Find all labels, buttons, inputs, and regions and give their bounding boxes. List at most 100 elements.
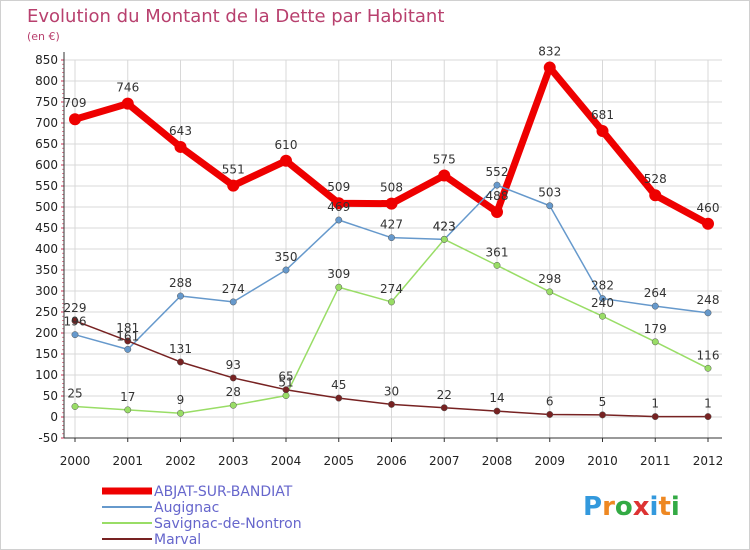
- data-point: [282, 266, 290, 274]
- x-tick-label: 2004: [271, 454, 302, 468]
- data-label: 460: [697, 201, 720, 215]
- data-point: [651, 302, 659, 310]
- proxiti-logo: Proxiti: [583, 492, 680, 522]
- data-label: 423: [433, 219, 456, 233]
- data-label: 274: [222, 282, 245, 296]
- data-label: 469: [327, 200, 350, 214]
- y-tick-label: 700: [35, 116, 58, 130]
- x-tick-label: 2002: [165, 454, 196, 468]
- data-label: 488: [486, 189, 509, 203]
- data-point: [388, 400, 395, 408]
- data-label: 6: [546, 394, 554, 408]
- data-point: [388, 234, 395, 242]
- logo-letter: t: [658, 492, 670, 522]
- legend-label: Savignac-de-Nontron: [154, 516, 302, 532]
- data-label: 509: [327, 180, 350, 194]
- data-label: 709: [64, 96, 87, 110]
- data-point: [388, 298, 395, 306]
- y-tick-label: 550: [35, 179, 58, 193]
- chart-title: Evolution du Montant de la Dette par Hab…: [27, 6, 444, 27]
- data-point: [121, 97, 134, 110]
- x-tick-label: 2005: [323, 454, 354, 468]
- x-tick-label: 2001: [112, 454, 143, 468]
- y-tick-label: 600: [35, 158, 58, 172]
- data-label: 746: [116, 81, 139, 95]
- legend-label: ABJAT-SUR-BANDIAT: [154, 484, 293, 500]
- data-point: [649, 189, 662, 202]
- data-point: [385, 197, 398, 210]
- data-label: 282: [591, 279, 614, 293]
- data-label: 179: [644, 322, 667, 336]
- data-point: [174, 140, 187, 153]
- data-label: 575: [433, 153, 456, 167]
- data-label: 309: [327, 267, 350, 281]
- data-label: 552: [486, 165, 509, 179]
- data-label: 298: [538, 272, 561, 286]
- data-label: 423: [433, 219, 456, 233]
- data-point: [227, 179, 240, 192]
- data-label: 65: [278, 370, 293, 384]
- data-label: 9: [177, 393, 185, 407]
- data-point: [229, 401, 237, 409]
- legend-label: Marval: [154, 532, 201, 548]
- data-label: 350: [275, 250, 298, 264]
- x-tick-label: 2008: [482, 454, 513, 468]
- y-tick-label: -50: [38, 431, 58, 445]
- data-label: 361: [486, 245, 509, 259]
- data-label: 30: [384, 384, 399, 398]
- data-point: [493, 181, 501, 189]
- data-label: 14: [489, 391, 504, 405]
- data-label: 1: [704, 397, 712, 411]
- y-tick-label: 0: [50, 410, 58, 424]
- y-tick-label: 150: [35, 347, 58, 361]
- data-point: [229, 298, 237, 306]
- data-point: [282, 386, 290, 394]
- data-point: [282, 392, 290, 400]
- x-tick-label: 2006: [376, 454, 407, 468]
- data-label: 427: [380, 218, 403, 232]
- data-point: [546, 411, 554, 418]
- data-point: [229, 374, 237, 382]
- data-point: [491, 206, 503, 219]
- data-label: 93: [226, 358, 241, 372]
- data-label: 643: [169, 124, 192, 138]
- y-tick-label: 450: [35, 221, 58, 235]
- data-label: 161: [116, 329, 139, 343]
- y-tick-label: 400: [35, 242, 58, 256]
- data-point: [493, 407, 501, 415]
- data-label: 551: [222, 163, 245, 177]
- x-tick-label: 2010: [587, 454, 618, 468]
- data-point: [440, 235, 448, 243]
- data-point: [335, 283, 343, 291]
- y-tick-label: 50: [43, 389, 58, 403]
- data-label: 5: [599, 395, 607, 409]
- data-label: 51: [278, 376, 293, 390]
- data-label: 288: [169, 276, 192, 290]
- data-label: 264: [644, 286, 667, 300]
- data-label: 196: [64, 315, 87, 329]
- data-label: 508: [380, 181, 403, 195]
- y-tick-label: 750: [35, 95, 58, 109]
- data-point: [124, 345, 132, 353]
- y-tick-label: 100: [35, 368, 58, 382]
- data-label: 131: [169, 342, 192, 356]
- data-point: [599, 295, 606, 303]
- data-point: [438, 169, 451, 182]
- data-point: [71, 331, 79, 339]
- data-point: [177, 292, 184, 300]
- data-point: [332, 197, 345, 210]
- data-label: 25: [67, 387, 82, 401]
- data-point: [493, 261, 501, 269]
- data-point: [177, 358, 184, 366]
- data-point: [704, 309, 712, 317]
- x-tick-label: 2012: [693, 454, 724, 468]
- data-point: [71, 403, 79, 410]
- y-tick-label: 800: [35, 74, 58, 88]
- logo-letter: P: [583, 492, 602, 522]
- logo-letter: i: [650, 492, 659, 522]
- x-tick-label: 2011: [640, 454, 671, 468]
- x-tick-label: 2007: [429, 454, 460, 468]
- data-point: [704, 413, 712, 421]
